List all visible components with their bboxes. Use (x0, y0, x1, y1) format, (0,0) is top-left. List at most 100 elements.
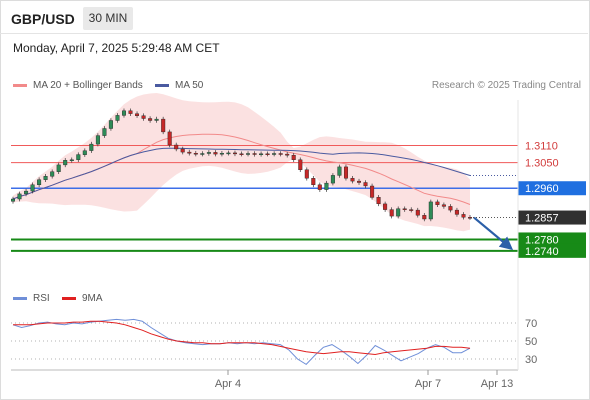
candle (69, 159, 74, 162)
candle (174, 144, 179, 150)
symbol-label: GBP/USD (11, 11, 75, 27)
legend-rsi: RSI (13, 293, 50, 304)
ma20-swatch (13, 83, 27, 87)
ma50-swatch (155, 83, 169, 87)
rsi-tick-label: 30 (525, 354, 537, 366)
candle (435, 201, 440, 205)
candle (330, 175, 335, 184)
candle (461, 214, 466, 218)
datetime-label: Monday, April 7, 2025 5:29:48 AM CET (13, 41, 220, 55)
candle (298, 159, 303, 171)
candle (95, 135, 100, 145)
candle (291, 154, 296, 160)
candle (245, 153, 250, 155)
candle (259, 153, 264, 156)
candle (200, 153, 205, 155)
candle (370, 185, 375, 198)
x-tick-label: Apr 4 (215, 378, 241, 390)
candle (239, 153, 244, 156)
legend-ma50: MA 50 (155, 80, 203, 91)
x-tick-label: Apr 13 (481, 378, 513, 390)
candle (24, 190, 29, 195)
ma50-label: MA 50 (175, 80, 204, 91)
candle (128, 110, 133, 114)
support-label-bg (518, 232, 586, 247)
candle (206, 152, 211, 154)
support-label-bg (518, 243, 586, 258)
candle (10, 198, 15, 202)
candle (30, 184, 35, 192)
candle (187, 151, 192, 154)
candle (415, 209, 420, 216)
candle (17, 193, 22, 200)
timeframe-button[interactable]: 30 MIN (83, 7, 133, 30)
rsi-tick-label: 70 (525, 318, 537, 330)
candle (285, 153, 290, 156)
candle (304, 169, 309, 179)
rsi-line (12, 318, 471, 366)
candle (102, 128, 107, 136)
candle (278, 153, 283, 155)
candle (226, 152, 231, 155)
candle (115, 115, 120, 121)
candle (383, 203, 388, 210)
candle (409, 209, 414, 211)
candle (108, 120, 113, 129)
candle (311, 178, 316, 186)
support-level-label: 1.2740 (525, 246, 559, 258)
candle (428, 201, 433, 220)
last-level-label: 1.2857 (525, 213, 559, 225)
rsi-ma-swatch (62, 296, 76, 300)
resistance-level-label: 1.3110 (525, 141, 558, 153)
candle (324, 182, 329, 190)
candle (167, 131, 172, 146)
candle (154, 118, 159, 121)
candle (63, 160, 68, 166)
candle (357, 180, 362, 183)
candle (56, 164, 61, 172)
legend-rsi-ma: 9MA (62, 293, 103, 304)
candle (337, 166, 342, 176)
candle (265, 153, 270, 156)
candle (422, 215, 427, 220)
candle (396, 208, 401, 217)
candle (363, 182, 368, 187)
candle (402, 208, 407, 210)
candle (141, 115, 146, 119)
legend-ma20: MA 20 + Bollinger Bands (13, 80, 143, 91)
candle (213, 152, 218, 155)
candle (89, 143, 94, 151)
copyright-label: Research © 2025 Trading Central (431, 80, 581, 91)
rsi-ma-label: 9MA (82, 293, 103, 304)
header-divider (0, 33, 588, 34)
candle (448, 206, 453, 211)
candle (193, 152, 198, 155)
resistance-level-label: 1.3050 (525, 158, 559, 170)
candle (350, 178, 355, 182)
x-tick-label: Apr 7 (415, 378, 441, 390)
candle (389, 209, 394, 217)
bollinger-band (13, 93, 470, 232)
candle (344, 166, 349, 179)
ma20-label: MA 20 + Bollinger Bands (33, 80, 143, 91)
candle (376, 197, 381, 205)
rsi-swatch (13, 296, 27, 300)
pivot-level-label: 1.2960 (525, 183, 559, 195)
candle (441, 204, 446, 207)
candle (82, 150, 87, 155)
pivot-label-bg (518, 181, 586, 196)
candle (50, 171, 55, 177)
candle (43, 176, 48, 180)
last-label-bg (518, 210, 586, 225)
candle (148, 118, 153, 121)
ma50-line (12, 147, 471, 200)
candle (161, 118, 166, 133)
candle (232, 152, 237, 155)
candle (76, 154, 81, 160)
candle (317, 184, 322, 190)
rsi-label: RSI (33, 293, 50, 304)
candle (219, 152, 224, 155)
rsi-ma-line (13, 320, 471, 356)
candle (252, 153, 257, 155)
